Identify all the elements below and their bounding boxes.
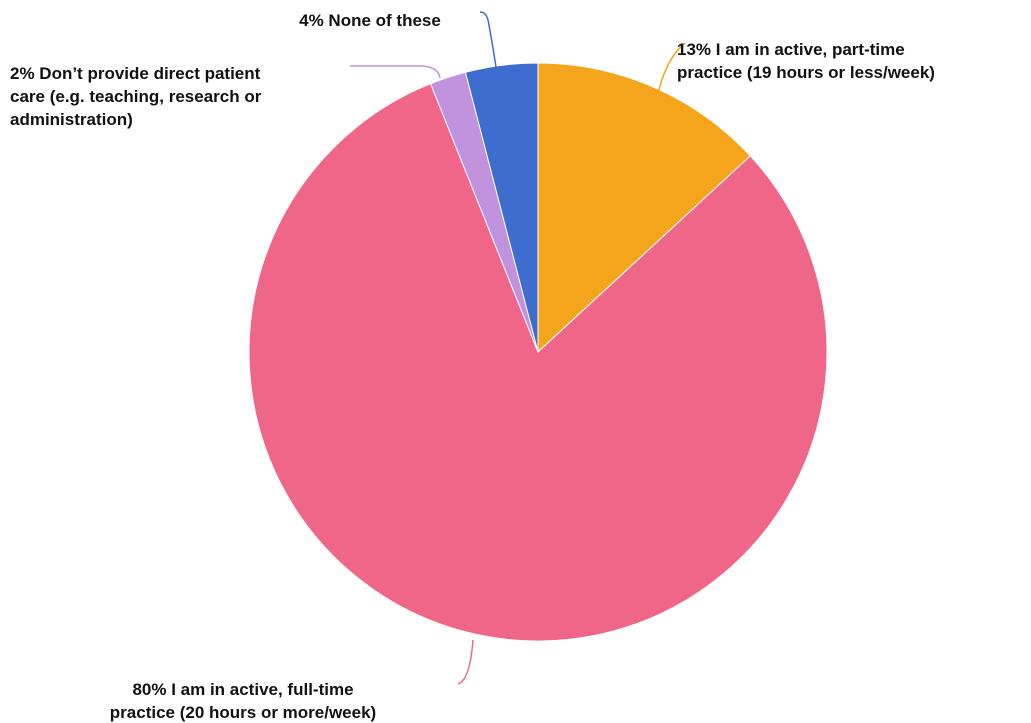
- leader-line-full-time: [457, 639, 474, 685]
- pie-slice-full-time: [248, 83, 828, 642]
- slice-label-part-time: 13% I am in active, part-time practice (1…: [677, 40, 935, 82]
- slice-label-line: 13% I am in active, part-time: [677, 40, 905, 59]
- slice-label-line: 80% I am in active, full-time: [132, 680, 353, 699]
- slice-label-line: 4% None of these: [299, 11, 441, 30]
- pie-slices: [248, 62, 828, 642]
- slice-label-none-of-these: 4% None of these: [299, 11, 441, 30]
- slice-label-line: care (e.g. teaching, research or: [10, 87, 262, 106]
- pie-slice-none-of-these: [464, 62, 539, 353]
- slice-labels: 13% I am in active, part-time practice (1…: [10, 11, 935, 722]
- slice-label-no-direct-care: 2% Don’t provide direct patient care (e.g…: [10, 64, 262, 129]
- leader-line-no-direct-care: [350, 65, 441, 79]
- leader-line-none-of-these: [479, 11, 497, 68]
- slice-label-line: administration): [10, 110, 133, 129]
- slice-label-line: practice (20 hours or more/week): [110, 703, 376, 722]
- slice-label-full-time: 80% I am in active, full-time practice (2…: [110, 680, 376, 722]
- pie-slice-part-time: [537, 62, 752, 354]
- leader-lines: [350, 11, 686, 685]
- slice-label-line: practice (19 hours or less/week): [677, 63, 935, 82]
- leader-line-part-time: [654, 42, 686, 111]
- slice-label-line: 2% Don’t provide direct patient: [10, 64, 261, 83]
